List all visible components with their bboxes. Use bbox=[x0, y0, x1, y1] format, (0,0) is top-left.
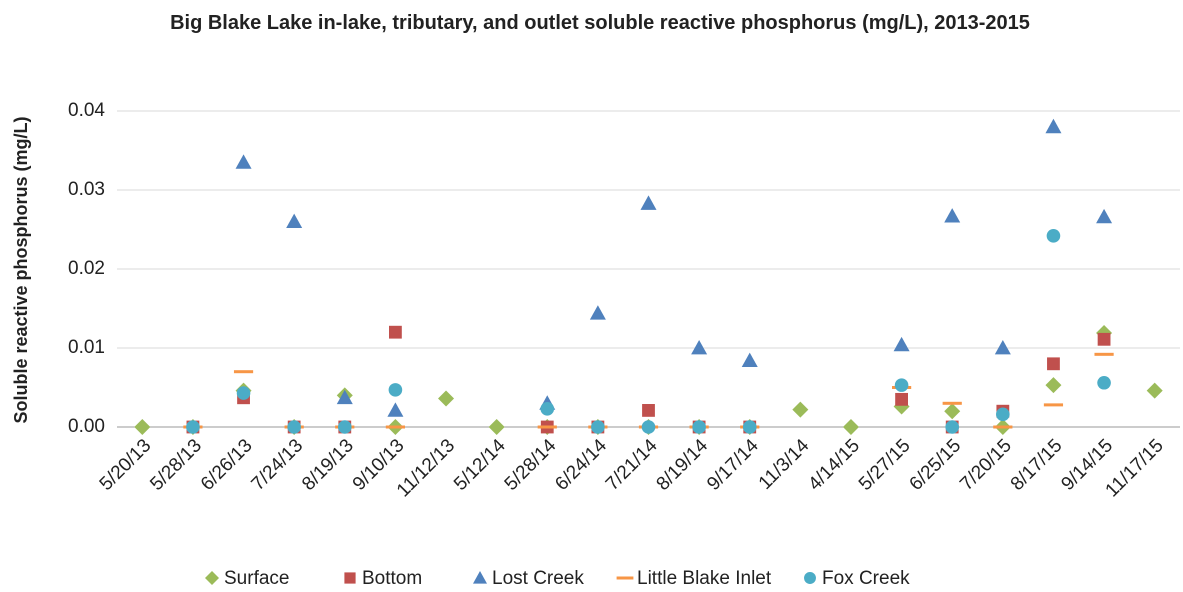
point bbox=[691, 340, 708, 355]
point bbox=[591, 420, 605, 434]
x-tick-label: 7/20/15 bbox=[956, 435, 1016, 495]
x-tick-label: 5/12/14 bbox=[450, 435, 510, 495]
point bbox=[994, 340, 1011, 355]
point bbox=[287, 420, 301, 434]
x-tick-label: 8/19/13 bbox=[298, 435, 358, 495]
point bbox=[337, 420, 352, 434]
x-tick-label: 7/21/14 bbox=[602, 435, 662, 495]
legend-marker bbox=[804, 572, 816, 584]
point bbox=[389, 325, 402, 339]
legend-marker bbox=[616, 576, 634, 580]
point bbox=[1094, 352, 1114, 356]
point bbox=[641, 420, 656, 434]
legend-marker bbox=[344, 572, 356, 584]
point bbox=[1043, 403, 1064, 407]
y-tick-label: 0.02 bbox=[68, 258, 105, 279]
point bbox=[336, 389, 353, 405]
y-axis-title: Soluble reactive phosphorus (mg/L) bbox=[11, 116, 31, 423]
point bbox=[893, 336, 910, 352]
point bbox=[894, 378, 909, 392]
x-tick-label: 5/28/14 bbox=[501, 435, 561, 495]
point bbox=[388, 383, 403, 397]
point bbox=[944, 403, 961, 420]
chart-title: Big Blake Lake in-lake, tributary, and o… bbox=[170, 12, 1030, 34]
x-tick-label: 5/27/15 bbox=[855, 435, 915, 495]
point bbox=[642, 404, 655, 417]
y-tick-label: 0.00 bbox=[68, 416, 105, 437]
point bbox=[438, 390, 455, 407]
point bbox=[792, 401, 809, 418]
x-tick-label: 11/3/14 bbox=[755, 435, 814, 494]
point bbox=[895, 392, 908, 406]
point bbox=[233, 370, 254, 374]
point bbox=[1097, 332, 1111, 346]
point bbox=[537, 425, 557, 429]
x-tick-label: 8/17/15 bbox=[1007, 435, 1067, 495]
legend-label: Lost Creek bbox=[492, 568, 584, 589]
point bbox=[1045, 118, 1062, 134]
x-tick-label: 5/20/13 bbox=[96, 435, 156, 495]
point bbox=[944, 208, 961, 223]
point bbox=[1045, 377, 1062, 394]
legend-marker bbox=[205, 571, 219, 585]
point bbox=[1047, 357, 1060, 371]
x-tick-label: 9/17/14 bbox=[703, 435, 763, 495]
point bbox=[692, 420, 706, 434]
point bbox=[540, 402, 555, 416]
point bbox=[589, 305, 606, 320]
point bbox=[1146, 382, 1163, 399]
y-tick-label: 0.01 bbox=[68, 337, 105, 358]
point bbox=[842, 419, 859, 435]
x-tick-label: 6/26/13 bbox=[197, 435, 257, 495]
point bbox=[942, 401, 962, 405]
point bbox=[488, 419, 505, 435]
x-tick-label: 5/28/13 bbox=[146, 435, 206, 495]
point bbox=[1046, 229, 1061, 243]
x-tick-label: 6/25/15 bbox=[906, 435, 966, 495]
point bbox=[1096, 208, 1113, 224]
point bbox=[134, 419, 151, 435]
point bbox=[742, 420, 757, 434]
legend-label: Fox Creek bbox=[822, 568, 910, 589]
x-tick-label: 4/14/15 bbox=[804, 435, 864, 495]
legend-marker bbox=[473, 571, 487, 584]
point bbox=[286, 213, 303, 228]
point bbox=[945, 420, 960, 434]
point bbox=[186, 420, 200, 434]
x-tick-label: 8/19/14 bbox=[653, 435, 713, 495]
y-tick-label: 0.03 bbox=[68, 179, 105, 200]
point bbox=[993, 425, 1013, 429]
x-tick-label: 7/24/13 bbox=[248, 435, 308, 495]
x-tick-label: 6/24/14 bbox=[551, 435, 611, 495]
point bbox=[640, 195, 657, 210]
point bbox=[387, 402, 404, 417]
y-tick-label: 0.04 bbox=[68, 100, 105, 121]
point bbox=[235, 154, 252, 169]
point bbox=[1097, 375, 1111, 390]
point bbox=[236, 386, 251, 400]
legend-label: Surface bbox=[224, 568, 289, 589]
point bbox=[385, 425, 406, 429]
legend-label: Bottom bbox=[362, 568, 422, 589]
legend-label: Little Blake Inlet bbox=[637, 568, 772, 589]
point bbox=[741, 352, 758, 368]
point bbox=[996, 407, 1010, 422]
